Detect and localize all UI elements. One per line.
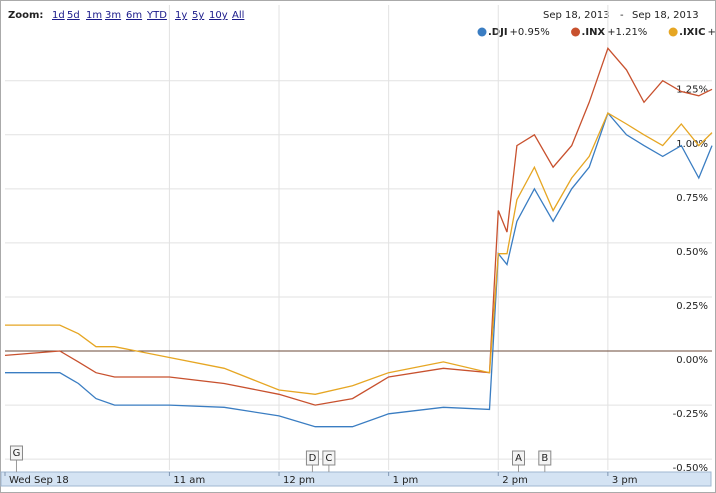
- event-label: C: [325, 453, 332, 464]
- zoom-option[interactable]: All: [232, 10, 244, 21]
- date-separator: -: [620, 10, 624, 21]
- x-tick-label: Wed Sep 18: [9, 475, 69, 486]
- x-axis-band: [0, 471, 712, 487]
- legend-change: +1.01%: [707, 27, 716, 38]
- y-tick-label: -0.50%: [673, 463, 708, 474]
- x-tick-label: 11 am: [173, 475, 205, 486]
- zoom-option[interactable]: 5d: [67, 10, 80, 21]
- y-tick-label: 0.00%: [676, 355, 708, 366]
- legend-swatch: [477, 27, 487, 37]
- y-tick-label: 1.25%: [676, 85, 708, 96]
- series-line: [5, 112, 713, 395]
- zoom-option[interactable]: 1m: [86, 10, 102, 21]
- y-tick-label: 0.25%: [676, 301, 708, 312]
- zoom-option[interactable]: 3m: [105, 10, 121, 21]
- legend-change: +1.21%: [607, 27, 647, 38]
- date-end: Sep 18, 2013: [632, 10, 699, 21]
- event-label: B: [541, 453, 548, 464]
- event-flag[interactable]: [512, 450, 526, 466]
- event-label: A: [515, 453, 522, 464]
- zoom-option[interactable]: 5y: [192, 10, 204, 21]
- legend-swatch: [668, 27, 678, 37]
- zoom-option[interactable]: 1y: [175, 10, 187, 21]
- zoom-label: Zoom:: [8, 10, 43, 21]
- legend-name: .IXIC: [679, 27, 705, 38]
- x-tick-label: 12 pm: [283, 475, 315, 486]
- legend-name: .INX: [582, 27, 606, 38]
- event-label: D: [309, 453, 317, 464]
- zoom-option[interactable]: 10y: [209, 10, 228, 21]
- y-tick-label: 0.75%: [676, 193, 708, 204]
- series-line: [4, 47, 713, 406]
- zoom-option[interactable]: 1d: [52, 10, 65, 21]
- date-start: Sep 18, 2013: [543, 10, 610, 21]
- zoom-option[interactable]: YTD: [146, 10, 167, 21]
- legend-change: +0.95%: [510, 27, 550, 38]
- event-flag[interactable]: [322, 450, 336, 466]
- event-flag[interactable]: [305, 450, 319, 466]
- y-tick-label: 0.50%: [676, 247, 708, 258]
- legend-swatch: [571, 27, 581, 37]
- event-label: G: [13, 448, 21, 459]
- x-tick-label: 3 pm: [612, 475, 638, 486]
- y-tick-label: -0.25%: [673, 409, 708, 420]
- event-flag[interactable]: [538, 450, 552, 466]
- zoom-option[interactable]: 6m: [126, 10, 142, 21]
- x-tick-label: 1 pm: [393, 475, 419, 486]
- y-tick-label: 1.00%: [676, 139, 708, 150]
- event-flag[interactable]: [9, 445, 23, 461]
- x-tick-label: 2 pm: [502, 475, 528, 486]
